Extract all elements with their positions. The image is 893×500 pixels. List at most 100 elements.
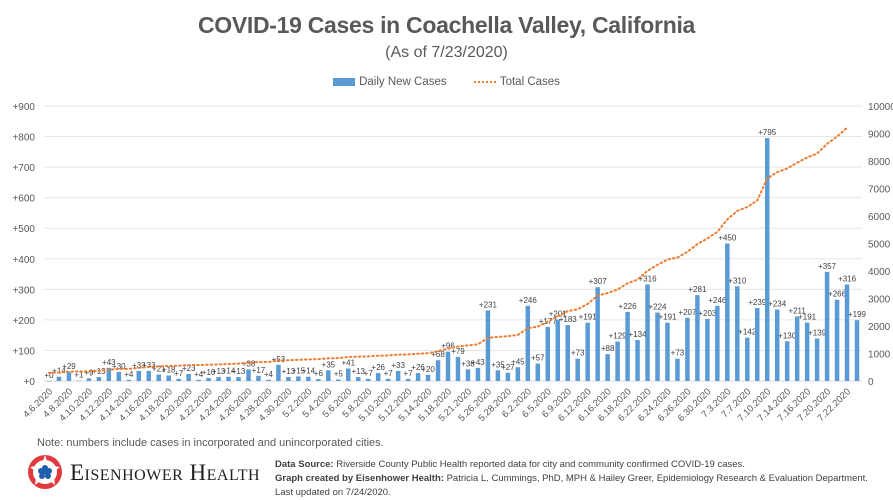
daily-bar: [326, 370, 331, 381]
right-axis-tick-label: 8000: [868, 157, 891, 168]
left-axis-tick-label: +600: [12, 194, 35, 205]
footer-credits: Data Source: Riverside County Public Hea…: [275, 458, 885, 500]
daily-bar: [276, 364, 281, 381]
bar-data-label: +13: [232, 367, 246, 376]
right-axis-tick-label: 10000: [868, 102, 893, 113]
daily-bar: [585, 322, 590, 381]
right-axis-tick-label: 4000: [868, 267, 891, 278]
bar-data-label: +23: [182, 364, 196, 373]
bar-data-label: +450: [718, 234, 737, 243]
data-source-line: Data Source: Riverside County Public Hea…: [275, 458, 885, 472]
bar-data-label: +4: [264, 370, 274, 379]
daily-bar: [695, 295, 700, 381]
data-source-label: Data Source:: [275, 459, 334, 470]
bar-data-label: +191: [658, 313, 677, 322]
daily-bar: [156, 374, 161, 381]
daily-bar: [505, 372, 511, 381]
daily-bar: [126, 379, 132, 381]
bar-data-label: +0: [44, 371, 54, 380]
daily-bar: [615, 341, 620, 381]
daily-bar: [355, 377, 361, 381]
bar-data-label: +183: [559, 315, 578, 324]
bar-data-label: +27: [501, 363, 515, 372]
daily-bar: [316, 379, 321, 381]
bar-data-label: +43: [102, 358, 116, 367]
bar-data-label: +96: [441, 342, 455, 351]
daily-bar: [395, 370, 401, 381]
total-cases-line: [48, 126, 848, 374]
bar-data-label: +38: [461, 359, 475, 368]
daily-bar: [764, 138, 770, 381]
bar-data-label: +130: [778, 331, 797, 340]
chart-subtitle: (As of 7/23/2020): [385, 44, 508, 61]
bar-data-label: +207: [678, 308, 697, 317]
daily-bar: [725, 243, 730, 381]
bar-data-label: +17: [252, 366, 266, 375]
bar-data-label: +224: [648, 303, 667, 312]
daily-bar: [814, 338, 820, 381]
bar-data-label: +266: [828, 290, 847, 299]
bar-data-label: +13: [282, 367, 296, 376]
daily-bar: [595, 287, 600, 381]
bar-data-label: +73: [571, 349, 585, 358]
bar-data-label: +139: [808, 329, 827, 338]
bar-data-label: +41: [341, 358, 355, 367]
bar-data-label: +5: [334, 369, 344, 378]
daily-bar: [655, 312, 660, 381]
bar-data-label: +53: [272, 355, 286, 364]
daily-bar: [66, 372, 72, 381]
legend-swatch-daily: [333, 78, 356, 86]
brand-text: Eisenhower Health: [70, 460, 261, 485]
chart-title: COVID-19 Cases in Coachella Valley, Cali…: [197, 12, 696, 38]
daily-bar: [685, 317, 690, 381]
credit-line: Graph created by Eisenhower Health: Patr…: [275, 472, 885, 500]
bar-data-label: +10: [202, 368, 216, 377]
bar-data-label: +6: [314, 369, 324, 378]
right-axis-tick-label: 9000: [868, 130, 891, 141]
daily-bar: [485, 310, 491, 381]
daily-bar: [435, 360, 441, 381]
daily-bar: [465, 369, 471, 381]
left-axis-tick-label: +500: [12, 224, 35, 235]
daily-bar: [375, 373, 381, 381]
daily-bar: [794, 316, 800, 381]
daily-bar: [256, 375, 261, 381]
daily-bar: [46, 381, 52, 382]
left-axis-tick-label: +200: [12, 316, 35, 327]
legend: Daily New Cases Total Cases: [0, 76, 893, 88]
left-axis-tick-label: +700: [12, 163, 35, 174]
bar-data-label: +35: [491, 360, 505, 369]
daily-bar: [455, 356, 461, 381]
bar-data-label: +4: [194, 370, 204, 379]
daily-bar: [116, 371, 122, 381]
daily-bar: [525, 305, 531, 381]
bar-data-label: +18: [162, 366, 176, 375]
right-axis-tick-label: 7000: [868, 185, 891, 196]
daily-bar: [575, 358, 580, 381]
daily-bar: [774, 309, 780, 381]
daily-bar: [385, 378, 391, 381]
bar-data-label: +316: [838, 274, 857, 283]
daily-bar: [96, 377, 102, 381]
bar-data-label: +7: [174, 369, 184, 378]
bar-data-label: +7: [384, 369, 394, 378]
data-source-text: Riverside County Public Health reported …: [333, 459, 745, 470]
bar-data-label: +43: [471, 358, 485, 367]
daily-bar: [535, 363, 541, 381]
daily-bar: [106, 367, 112, 381]
right-axis-tick-label: 2000: [868, 322, 891, 333]
right-axis-tick-label: 1000: [868, 350, 891, 361]
daily-bar: [625, 311, 630, 381]
daily-bar: [844, 284, 850, 381]
bar-data-label: +1: [74, 371, 84, 380]
right-axis-tick-label: 6000: [868, 212, 891, 223]
credit-label: Graph created by Eisenhower Health:: [275, 473, 444, 484]
bar-data-label: +20: [421, 365, 435, 374]
bar-data-label: +13: [212, 367, 226, 376]
left-axis-tick-label: +800: [12, 133, 35, 144]
daily-bar: [86, 378, 92, 381]
daily-bar: [605, 354, 610, 381]
bar-data-label: +246: [708, 296, 727, 305]
daily-bar: [784, 341, 790, 381]
bar-data-label: +21: [152, 365, 166, 374]
